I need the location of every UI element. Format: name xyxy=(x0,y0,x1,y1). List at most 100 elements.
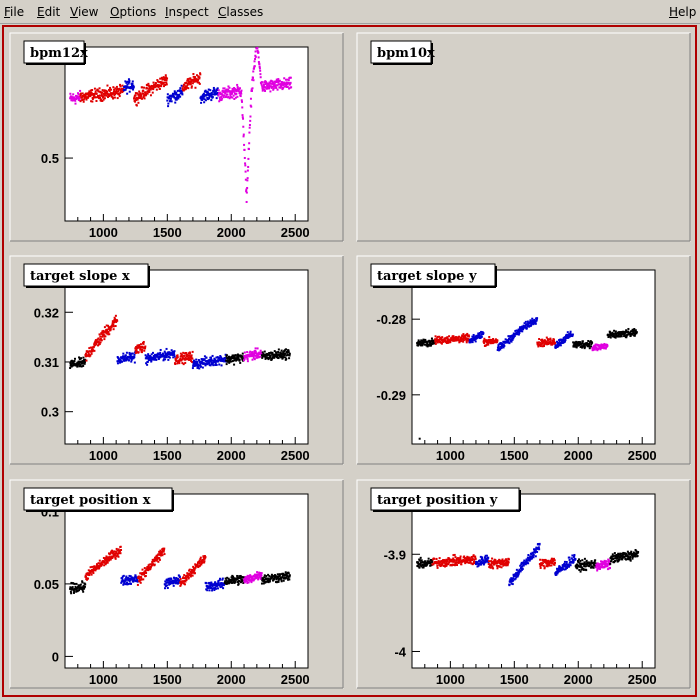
data-point xyxy=(483,560,486,563)
data-point xyxy=(602,344,605,347)
data-point xyxy=(566,331,569,334)
data-point xyxy=(225,95,228,98)
data-point xyxy=(473,558,476,561)
menu-inspect[interactable]: Inspect xyxy=(165,5,209,19)
data-point xyxy=(69,586,72,589)
data-points xyxy=(69,314,291,370)
data-point xyxy=(218,579,221,582)
data-point xyxy=(580,345,583,348)
data-point xyxy=(557,567,560,570)
data-point xyxy=(155,559,158,562)
data-point xyxy=(220,98,223,101)
data-point xyxy=(199,73,202,76)
data-point xyxy=(479,561,482,564)
data-point xyxy=(555,571,558,574)
data-point xyxy=(261,85,264,88)
data-point xyxy=(448,335,451,338)
data-point xyxy=(192,567,195,570)
data-point xyxy=(429,340,432,343)
data-point xyxy=(237,355,240,358)
data-point xyxy=(616,555,619,558)
menu-view[interactable]: View xyxy=(70,5,99,19)
data-point xyxy=(256,356,259,359)
data-point xyxy=(580,342,583,345)
data-point xyxy=(228,357,231,360)
data-point xyxy=(186,79,189,82)
data-point xyxy=(101,563,104,566)
data-point xyxy=(138,96,141,99)
data-point xyxy=(203,358,206,361)
data-point xyxy=(128,79,131,82)
data-point xyxy=(260,81,263,84)
data-point xyxy=(81,580,84,583)
data-point xyxy=(468,561,471,564)
data-point xyxy=(115,92,118,95)
data-point xyxy=(565,335,568,338)
data-point xyxy=(520,325,523,328)
data-point xyxy=(177,574,180,577)
data-point xyxy=(217,94,220,97)
data-point xyxy=(521,330,524,333)
data-point xyxy=(178,90,181,93)
data-point xyxy=(602,345,605,348)
data-point xyxy=(628,331,631,334)
data-point xyxy=(246,351,249,354)
data-point xyxy=(592,563,595,566)
data-point xyxy=(524,324,527,327)
data-point xyxy=(95,563,98,566)
menu-file[interactable]: File xyxy=(4,5,25,19)
data-points xyxy=(69,545,291,595)
data-point xyxy=(271,82,274,85)
data-point xyxy=(232,94,235,97)
data-point xyxy=(214,583,217,586)
data-point xyxy=(78,95,81,98)
data-point xyxy=(483,337,486,340)
data-point xyxy=(131,357,134,360)
data-point xyxy=(544,561,547,564)
data-point xyxy=(92,345,95,348)
data-point xyxy=(419,564,422,567)
data-point xyxy=(556,572,559,575)
menu-options[interactable]: Options xyxy=(110,5,157,19)
data-point xyxy=(127,78,130,81)
data-point xyxy=(90,352,93,355)
data-point xyxy=(117,90,120,93)
data-point xyxy=(180,84,183,87)
data-point xyxy=(568,333,571,336)
data-point xyxy=(89,354,92,357)
pad-1: bpm10x xyxy=(356,32,691,242)
data-point xyxy=(88,90,91,93)
data-point xyxy=(260,83,263,86)
data-point xyxy=(210,94,213,97)
menu-help[interactable]: Help xyxy=(669,5,697,19)
menu-classes[interactable]: Classes xyxy=(218,5,264,19)
data-point xyxy=(245,354,248,357)
data-point xyxy=(289,81,292,84)
data-point xyxy=(555,573,558,576)
data-point xyxy=(141,348,144,351)
data-point xyxy=(131,577,134,580)
data-point xyxy=(158,553,161,556)
data-point xyxy=(261,579,264,582)
data-point xyxy=(246,186,249,189)
data-point xyxy=(207,93,210,96)
data-point xyxy=(534,321,537,324)
data-point xyxy=(179,95,182,98)
data-point xyxy=(497,344,500,347)
data-point xyxy=(607,560,610,563)
data-point xyxy=(121,87,124,90)
data-point xyxy=(94,341,97,344)
menu-edit[interactable]: Edit xyxy=(37,5,61,19)
data-point xyxy=(625,558,628,561)
data-point xyxy=(147,564,150,567)
data-point xyxy=(232,580,235,583)
data-point xyxy=(236,95,239,98)
data-point xyxy=(432,339,435,342)
data-point xyxy=(214,93,217,96)
data-point xyxy=(206,90,209,93)
plot-title: target position y xyxy=(377,493,498,508)
data-point xyxy=(531,551,534,554)
data-point xyxy=(158,550,161,553)
data-point xyxy=(524,320,527,323)
